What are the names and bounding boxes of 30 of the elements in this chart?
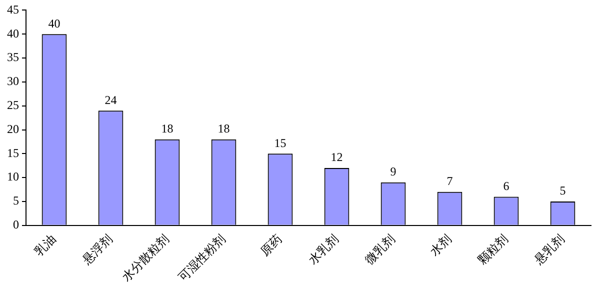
x-tick-label: 水分散粒剂 — [119, 232, 172, 284]
x-tick-label: 水乳剂 — [306, 232, 342, 268]
data-label: 24 — [104, 92, 117, 107]
data-label: 9 — [390, 164, 396, 179]
x-tick-label: 悬浮剂 — [79, 232, 116, 268]
data-label: 6 — [503, 178, 510, 193]
x-tick-label: 悬乳剂 — [531, 232, 568, 268]
x-tick-label: 乳油 — [32, 232, 59, 259]
x-tick-label: 水剂 — [427, 232, 454, 259]
data-label: 18 — [161, 121, 174, 136]
data-label: 18 — [218, 121, 230, 136]
y-tick-label: 25 — [7, 98, 19, 112]
data-label: 12 — [330, 150, 343, 164]
data-label: 40 — [48, 16, 60, 30]
x-tick-label: 原药 — [258, 232, 285, 259]
y-tick-label: 20 — [7, 122, 19, 136]
data-label: 7 — [446, 174, 453, 188]
y-tick-label: 10 — [7, 170, 19, 184]
y-tick-label: 35 — [7, 50, 19, 64]
data-label: 15 — [274, 136, 286, 150]
x-tick-label: 可湿性粉剂 — [176, 232, 228, 284]
y-tick-label: 0 — [13, 218, 19, 232]
data-label: 5 — [560, 184, 566, 198]
x-tick-label: 微乳剂 — [362, 232, 398, 268]
y-tick-label: 40 — [7, 26, 19, 40]
y-tick-label: 15 — [7, 146, 19, 160]
y-tick-label: 5 — [13, 194, 19, 208]
x-tick-label: 颗粒剂 — [475, 232, 511, 268]
y-tick-label: 30 — [7, 74, 19, 88]
y-tick-label: 45 — [7, 2, 19, 16]
